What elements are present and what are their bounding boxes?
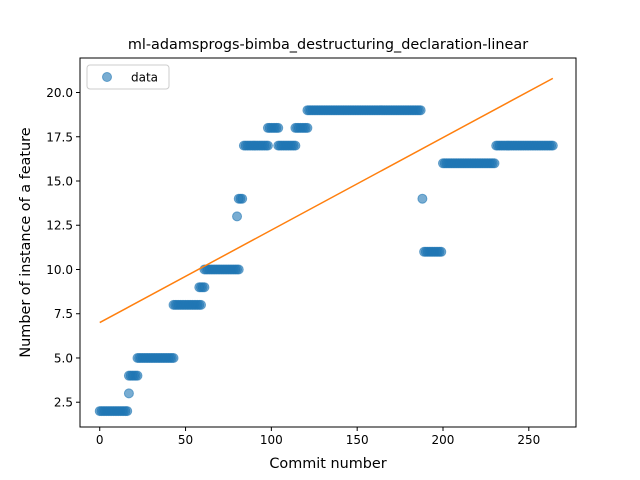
y-tick-label: 12.5: [46, 219, 73, 233]
data-point: [199, 282, 210, 293]
legend-marker: [102, 72, 112, 82]
data-point: [196, 299, 206, 310]
data-point: [547, 140, 558, 151]
x-tick-label: 150: [346, 433, 369, 447]
fit-line-layer: [99, 77, 554, 324]
y-tick-label: 2.5: [54, 396, 73, 410]
x-tick-label: 0: [96, 433, 104, 447]
data-point: [232, 211, 243, 222]
data-point: [262, 140, 273, 151]
data-points: [94, 105, 558, 417]
data-point: [168, 352, 179, 363]
x-tick-label: 250: [517, 433, 540, 447]
data-point: [237, 193, 248, 204]
legend-box: [86, 64, 170, 90]
y-tick-label: 10.0: [46, 263, 73, 277]
data-point: [123, 388, 134, 399]
x-axis-label: Commit number: [269, 456, 386, 472]
data-point: [436, 246, 447, 257]
data-point: [132, 370, 143, 381]
y-tick-label: 17.5: [46, 130, 73, 144]
data-point: [417, 193, 428, 204]
y-tick-label: 7.5: [54, 307, 73, 321]
axes-frame: [79, 57, 577, 428]
y-axis-label: Number of instance of a feature: [18, 127, 34, 357]
data-point: [122, 406, 133, 417]
data-point: [302, 122, 313, 133]
data-point: [290, 140, 301, 151]
data-point: [233, 264, 244, 275]
plot-area: [94, 77, 558, 417]
data-point: [273, 122, 284, 133]
legend: data: [86, 64, 170, 90]
data-point: [489, 158, 500, 169]
fit-line: [99, 77, 554, 324]
chart-title: ml-adamsprogs-bimba_destructuring_declar…: [128, 37, 528, 53]
x-tick-label: 50: [178, 433, 193, 447]
y-tick-label: 5.0: [54, 351, 73, 365]
x-tick-label: 100: [260, 433, 283, 447]
x-tick-label: 200: [432, 433, 455, 447]
data-point: [415, 105, 426, 116]
y-axis-ticks: 2.5 5.0 7.5 10.0 12.5 15.0 17.5 20.0: [46, 86, 80, 410]
x-axis-ticks: 0 50 100 150 200 250: [96, 427, 540, 447]
y-tick-label: 20.0: [46, 86, 73, 100]
y-tick-label: 15.0: [46, 175, 73, 189]
legend-entry-data: data: [131, 71, 158, 85]
